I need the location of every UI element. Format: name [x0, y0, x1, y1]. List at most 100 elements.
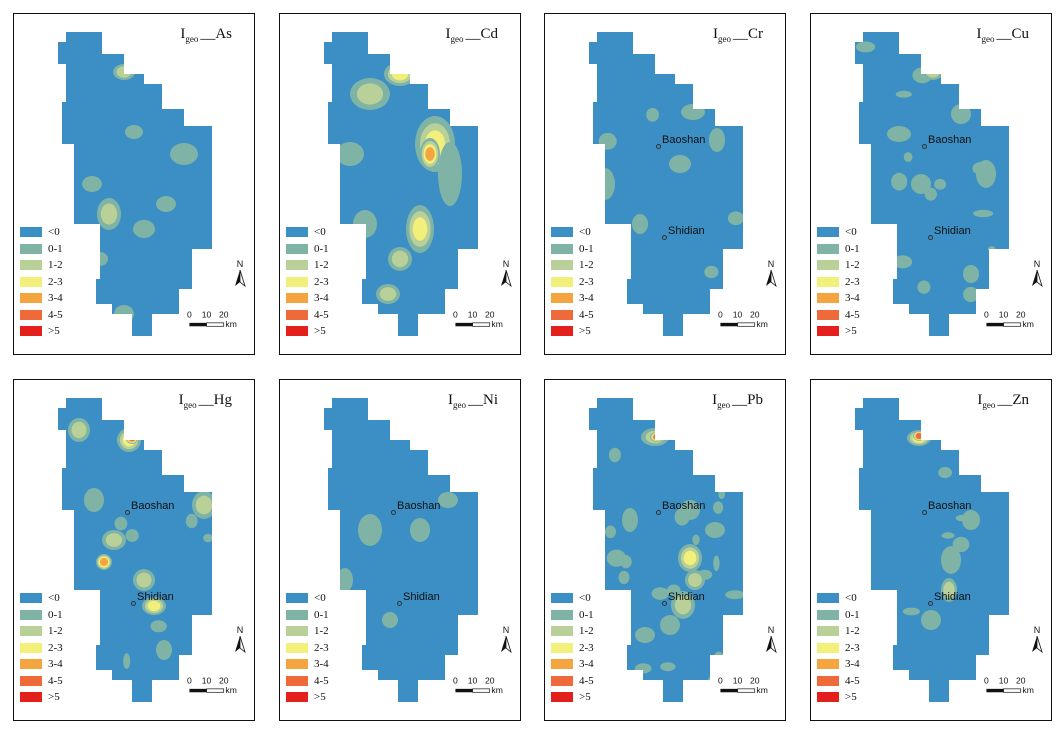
legend-label: 2-3: [579, 275, 594, 288]
legend-label: 1-2: [845, 625, 860, 638]
legend-swatch: [286, 309, 308, 320]
city-marker-icon: [391, 510, 396, 515]
legend-swatch: [286, 326, 308, 337]
legend-item: 0-1: [817, 607, 860, 624]
legend-swatch: [551, 593, 573, 604]
igeo-hotspot: [114, 305, 134, 323]
igeo-hotspot: [170, 143, 198, 165]
city-label-shidian: Shidian: [137, 591, 174, 603]
igeo-hotspot: [82, 176, 102, 192]
legend-item: <0: [286, 224, 329, 241]
scale-tick-label: 10: [202, 310, 212, 320]
legend-label: >5: [48, 691, 60, 704]
scale-tick-label: 0: [718, 310, 723, 320]
igeo-hotspot: [688, 573, 702, 587]
study-area-base: [58, 398, 212, 702]
igeo-patch: [952, 536, 970, 553]
legend-item: 4-5: [551, 673, 594, 690]
title-index-symbol: I: [448, 392, 453, 408]
legend-label: 4-5: [579, 308, 594, 321]
legend-label: 0-1: [845, 608, 860, 621]
city-label-baoshan: Baoshan: [662, 500, 706, 512]
legend-swatch: [286, 260, 308, 271]
map-legend: <0 0-1 1-2 2-3 3-4 4-5 >5: [286, 224, 329, 340]
legend-item: 1-2: [20, 257, 63, 274]
igeo-patch: [660, 662, 676, 672]
legend-label: 4-5: [314, 674, 329, 687]
igeo-patch: [727, 211, 743, 226]
igeo-patch: [692, 534, 700, 545]
igeo-patch: [114, 516, 128, 531]
panel-title: Igeo __Cr: [713, 26, 763, 44]
igeo-map-pb: [589, 398, 743, 702]
legend-label: 3-4: [579, 658, 594, 671]
igeo-patch: [618, 570, 630, 585]
igeo-hotspot: [337, 568, 353, 592]
city-marker-icon: [662, 601, 667, 606]
legend-item: <0: [551, 224, 594, 241]
legend-item: 1-2: [817, 257, 860, 274]
igeo-patch: [895, 90, 912, 98]
title-index-symbol: I: [180, 26, 186, 42]
igeo-map-ni: [324, 398, 478, 702]
scale-tick-label: 20: [1016, 676, 1026, 686]
north-label: N: [503, 625, 510, 635]
scale-tick-label: 10: [999, 676, 1009, 686]
legend-label: <0: [579, 592, 591, 605]
legend-item: >5: [551, 689, 594, 706]
legend-swatch: [286, 243, 308, 254]
title-index-symbol: I: [977, 392, 983, 408]
legend-item: >5: [20, 689, 63, 706]
north-arrow-icon: N: [501, 259, 512, 288]
legend-swatch: [286, 692, 308, 703]
north-arrow-icon: N: [501, 625, 512, 654]
north-arrow-icon: N: [766, 259, 777, 288]
city-label-shidian: Shidian: [668, 591, 705, 603]
igeo-patch: [61, 518, 74, 532]
legend-swatch: [20, 609, 42, 620]
legend-swatch: [551, 626, 573, 637]
igeo-hotspot: [680, 500, 700, 520]
title-index-symbol: I: [713, 26, 718, 42]
legend-item: 3-4: [20, 656, 63, 673]
study-area-base: [324, 398, 478, 702]
igeo-patch: [72, 682, 89, 689]
igeo-hotspot: [156, 196, 176, 212]
igeo-patch: [68, 611, 80, 624]
igeo-patch: [892, 255, 913, 269]
north-label: N: [768, 259, 775, 269]
scale-tick-label: 0: [453, 676, 458, 686]
igeo-hotspot: [128, 434, 136, 442]
scale-unit: km: [225, 685, 236, 695]
legend-label: 0-1: [314, 608, 329, 621]
scale-tick-label: 20: [219, 310, 229, 320]
igeo-patch: [203, 533, 212, 543]
igeo-patch: [646, 35, 664, 53]
igeo-map-hg: [58, 398, 212, 702]
legend-item: 3-4: [20, 290, 63, 307]
scale-tick-label: 20: [485, 310, 495, 320]
igeo-hotspot: [595, 168, 615, 200]
legend-label: 4-5: [314, 308, 329, 321]
legend-label: <0: [845, 226, 857, 239]
legend-label: 1-2: [314, 259, 329, 272]
igeo-hotspot: [941, 546, 961, 574]
igeo-hotspot: [116, 66, 132, 78]
legend-label: <0: [48, 226, 60, 239]
scale-tick-label: 20: [219, 676, 229, 686]
legend-item: >5: [817, 689, 860, 706]
legend-item: 1-2: [817, 623, 860, 640]
igeo-hotspot: [412, 217, 428, 241]
map-legend: <0 0-1 1-2 2-3 3-4 4-5 >5: [20, 224, 63, 340]
igeo-hotspot: [915, 433, 923, 439]
scale-tick-label: 20: [1016, 310, 1026, 320]
north-arrow-icon: N: [1032, 259, 1043, 288]
legend-swatch: [817, 642, 839, 653]
title-subscript: geo: [717, 400, 731, 410]
north-arrow-icon: N: [235, 625, 246, 654]
legend-label: 0-1: [48, 608, 63, 621]
panel-title: Igeo __Zn: [977, 392, 1029, 410]
legend-swatch: [551, 276, 573, 287]
